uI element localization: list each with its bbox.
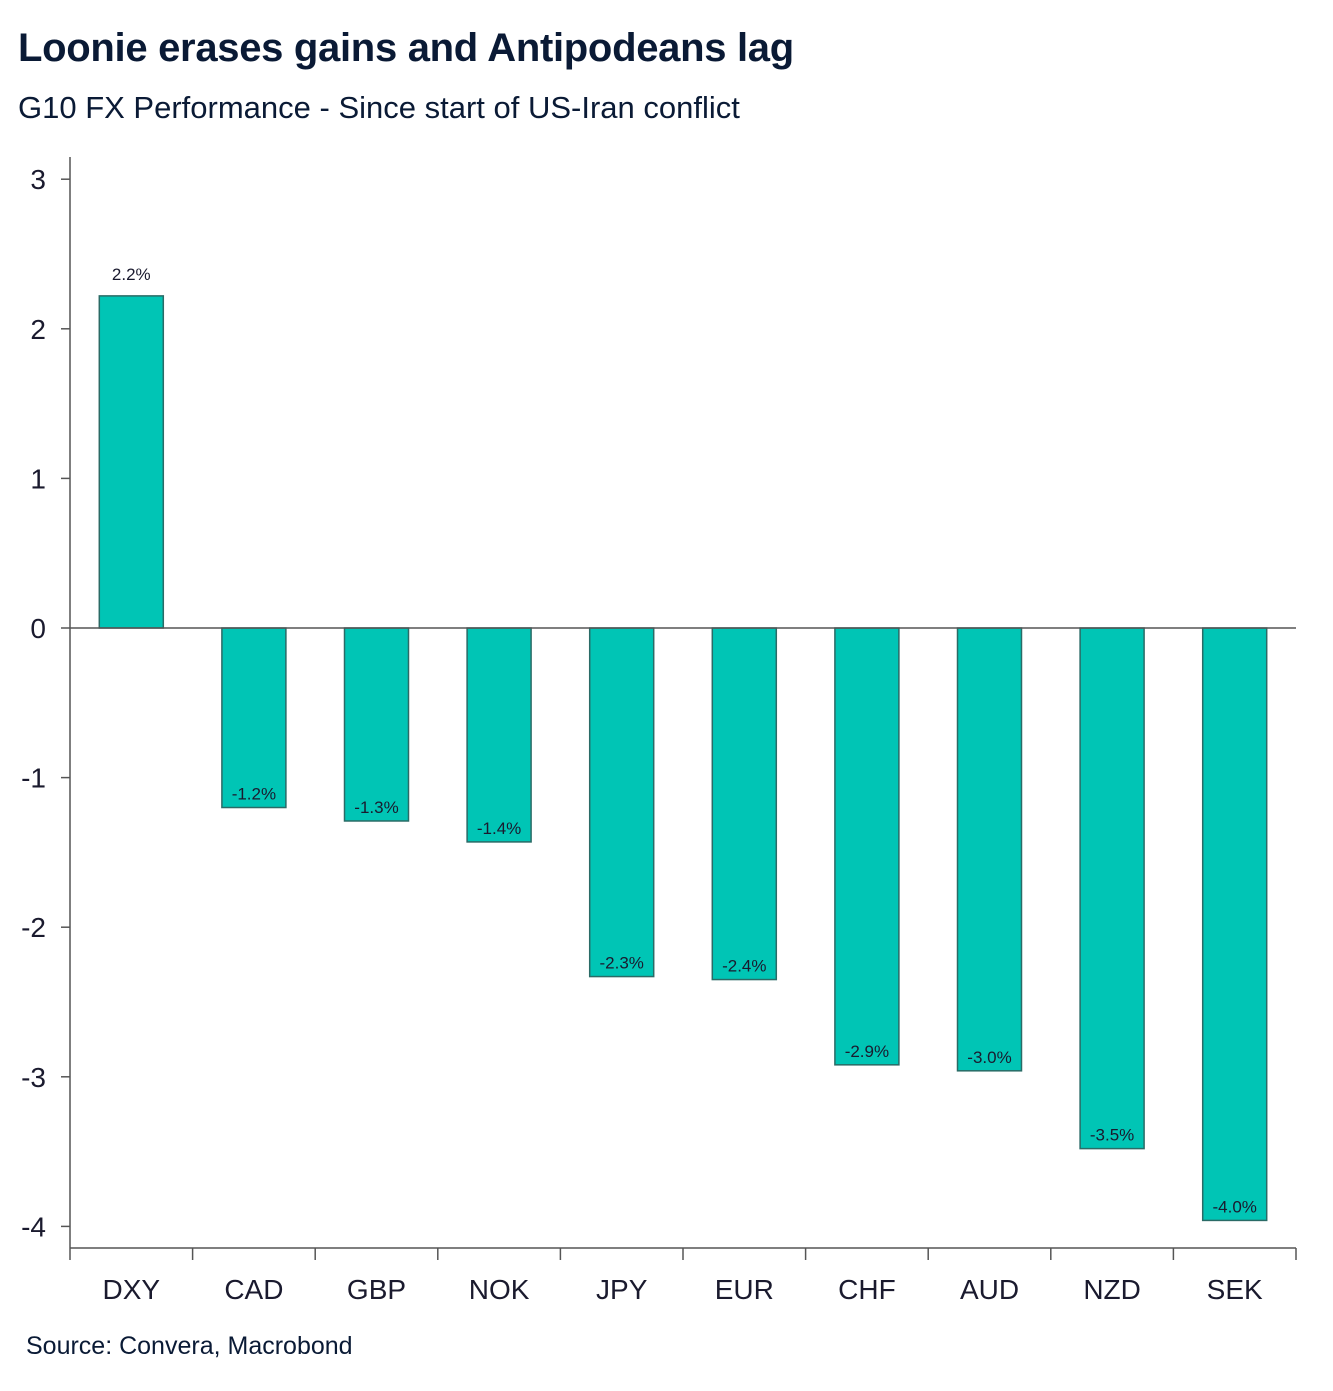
y-tick-label: 1 (30, 463, 46, 494)
data-labels-layer: 2.2% -1.2% -1.3% -1.4% -2.3% -2.4% -2.9% -3.0% -… (112, 265, 1257, 1217)
x-tick-label-nzd: NZD (1083, 1274, 1141, 1305)
y-tick-label: 2 (30, 314, 46, 345)
bar-dxy (98, 295, 165, 629)
x-tick-label-nok: NOK (469, 1274, 530, 1305)
y-tick-label: -2 (21, 912, 46, 943)
data-label-dxy: 2.2% (112, 265, 151, 284)
x-tick-label-chf: CHF (838, 1274, 896, 1305)
data-label-nok: -1.4% (477, 819, 521, 838)
x-tick-label-aud: AUD (960, 1274, 1019, 1305)
y-tick-label: 0 (30, 613, 46, 644)
x-tick-label-jpy: JPY (596, 1274, 648, 1305)
bars-layer (98, 295, 1268, 1222)
x-tick-label-cad: CAD (224, 1274, 283, 1305)
data-label-sek: -4.0% (1212, 1197, 1256, 1216)
y-tick-label: 3 (30, 164, 46, 195)
bar-cad (221, 627, 287, 809)
x-tick-label-sek: SEK (1207, 1274, 1263, 1305)
source-note: Source: Convera, Macrobond (26, 1332, 353, 1360)
chart-title: Loonie erases gains and Antipodeans lag (18, 26, 794, 70)
bar-eur (711, 627, 778, 981)
x-tick-label-dxy: DXY (103, 1274, 161, 1305)
data-label-eur: -2.4% (722, 957, 766, 976)
x-tick-label-eur: EUR (715, 1274, 774, 1305)
bar-gbp (343, 627, 410, 822)
chart-subtitle: G10 FX Performance - Since start of US-I… (18, 90, 740, 125)
data-label-cad: -1.2% (232, 785, 276, 804)
bar-nzd (1079, 627, 1145, 1150)
bar-aud (956, 627, 1023, 1072)
bar-sek (1201, 627, 1268, 1222)
bar-nok (466, 627, 532, 843)
data-label-chf: -2.9% (845, 1042, 889, 1061)
x-tick-label-gbp: GBP (347, 1274, 406, 1305)
data-label-nzd: -3.5% (1090, 1126, 1134, 1145)
y-tick-label: -3 (21, 1062, 46, 1093)
bar-chf (834, 627, 900, 1066)
data-label-jpy: -2.3% (599, 954, 643, 973)
axes-layer: 3 2 1 0 -1 -2 -3 -4 DXY CAD GBP NOK JPY EUR CHF AUD NZD S… (21, 157, 1297, 1305)
data-label-gbp: -1.3% (354, 798, 398, 817)
y-tick-label: -1 (21, 763, 46, 794)
bar-jpy (588, 627, 655, 978)
data-label-aud: -3.0% (967, 1048, 1011, 1067)
y-tick-label: -4 (21, 1211, 46, 1242)
